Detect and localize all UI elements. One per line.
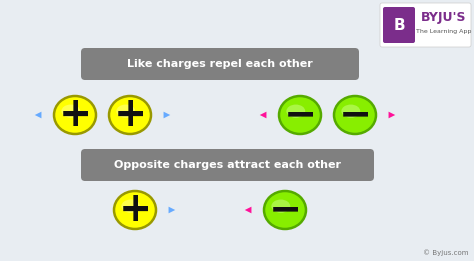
Ellipse shape [279,96,321,134]
Ellipse shape [341,105,360,118]
Text: Opposite charges attract each other: Opposite charges attract each other [114,160,341,170]
Text: B: B [393,17,405,33]
Ellipse shape [264,191,306,229]
Ellipse shape [114,191,156,229]
Text: BYJU'S: BYJU'S [421,11,467,25]
Ellipse shape [334,96,376,134]
Text: Like charges repel each other: Like charges repel each other [127,59,313,69]
FancyBboxPatch shape [81,48,359,80]
FancyBboxPatch shape [380,3,471,47]
Text: +: + [118,190,152,230]
Ellipse shape [116,105,135,118]
Ellipse shape [286,105,305,118]
Text: −: − [283,95,317,135]
Ellipse shape [121,200,140,213]
Ellipse shape [271,200,290,213]
Text: +: + [113,95,146,135]
FancyBboxPatch shape [383,7,415,43]
Text: −: − [268,190,301,230]
Text: © Byjus.com: © Byjus.com [423,249,469,256]
Ellipse shape [61,105,80,118]
Text: The Learning App: The Learning App [416,28,472,33]
Ellipse shape [54,96,96,134]
Ellipse shape [109,96,151,134]
Text: +: + [58,95,91,135]
Text: −: − [338,95,372,135]
FancyBboxPatch shape [81,149,374,181]
